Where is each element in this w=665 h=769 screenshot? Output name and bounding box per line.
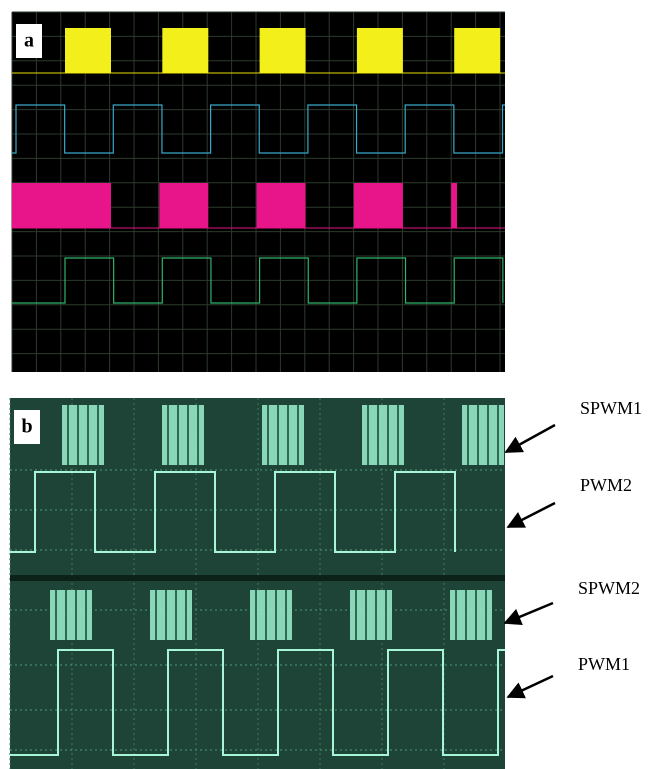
arrow (504, 423, 556, 454)
panel-a (11, 11, 505, 372)
pulse-block (159, 183, 209, 228)
arrow (503, 601, 554, 626)
panel-tag: b (21, 416, 32, 438)
square-wave (10, 471, 456, 553)
signal-label: PWM1 (578, 654, 630, 674)
signal-label: PWM2 (580, 475, 632, 495)
pulse-block (65, 28, 111, 73)
panel-tag-box (14, 410, 40, 444)
pulse-block (256, 183, 306, 228)
pulse-block (162, 28, 209, 73)
pulse-block (259, 28, 306, 73)
divider (10, 575, 505, 581)
signal-label: SPWM2 (578, 578, 640, 598)
panel-b (9, 398, 505, 769)
panel-tag: a (24, 30, 34, 52)
pulse-block (356, 28, 403, 73)
square-wave (12, 104, 505, 154)
pulse-block (451, 183, 457, 228)
pulse-block (12, 183, 62, 228)
arrow (506, 501, 556, 529)
pulse-block (454, 28, 501, 73)
signal-label: SPWM1 (580, 398, 642, 418)
square-wave (10, 649, 505, 756)
panel-tag-box (16, 24, 42, 58)
square-wave (12, 257, 504, 304)
pulse-block (353, 183, 403, 228)
pulse-block (62, 183, 111, 228)
arrow (506, 674, 554, 699)
